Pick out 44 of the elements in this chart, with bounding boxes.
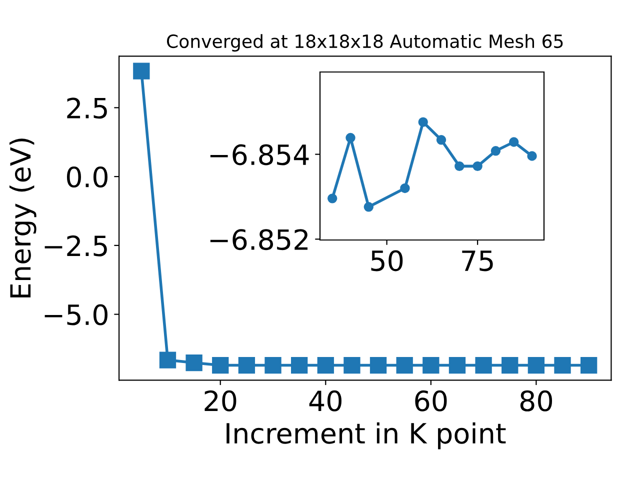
point	[475, 356, 492, 374]
point	[317, 356, 334, 374]
point	[454, 161, 464, 172]
x-tick-label: 80	[520, 390, 552, 412]
y-tick-label: 2.5	[67, 98, 107, 119]
y-tick-label: −6.852	[210, 229, 308, 250]
point	[290, 356, 308, 374]
point	[186, 354, 202, 372]
point	[527, 151, 537, 161]
point	[502, 356, 518, 374]
chart-title: Converged at 18x18x18 Automatic Mesh 65	[166, 34, 563, 52]
point	[422, 356, 440, 374]
point	[528, 356, 545, 374]
point	[159, 352, 176, 368]
y-tick-label: −2.5	[44, 235, 107, 256]
point	[436, 135, 446, 145]
x-tick-label: 75	[462, 250, 493, 272]
point	[580, 356, 598, 374]
point	[264, 356, 282, 374]
y-tick-label: −5.0	[44, 304, 108, 326]
y-tick-label: 0.0	[66, 166, 108, 188]
point	[554, 356, 571, 374]
point	[238, 356, 256, 374]
y-axis-title: Energy (eV)	[9, 138, 36, 298]
point	[490, 146, 501, 156]
x-tick-label: 50	[371, 250, 403, 272]
point	[344, 356, 360, 374]
point	[448, 356, 466, 374]
y-tick-label: −6.854	[210, 144, 309, 166]
point	[364, 202, 374, 212]
point	[418, 117, 428, 127]
point	[346, 132, 356, 143]
point	[327, 194, 338, 204]
point	[133, 62, 150, 80]
point	[370, 356, 387, 374]
x-axis-title: Increment in K point	[226, 422, 506, 450]
x-tick-label: 20	[204, 390, 236, 412]
point	[212, 356, 229, 374]
point	[400, 183, 410, 194]
point	[396, 356, 413, 374]
x-tick-label: 60	[415, 390, 447, 412]
x-tick-label: 40	[309, 390, 342, 412]
point	[509, 137, 519, 147]
point	[472, 161, 482, 172]
